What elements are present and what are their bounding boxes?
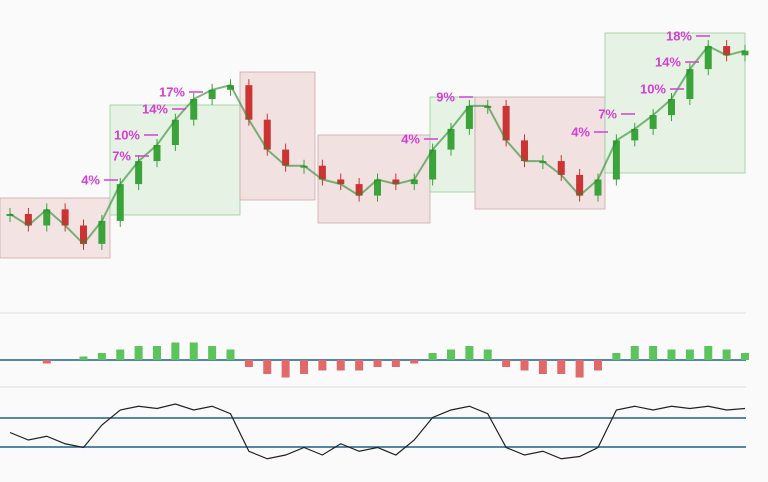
annotation: 17% bbox=[159, 84, 185, 99]
macd-bar bbox=[685, 349, 694, 360]
macd-bar bbox=[263, 360, 272, 374]
annotation: 4% bbox=[571, 124, 590, 139]
candle bbox=[392, 179, 400, 185]
macd-bar bbox=[373, 360, 382, 367]
box bbox=[0, 197, 111, 259]
annotation: 14% bbox=[655, 54, 681, 69]
macd-bar bbox=[42, 360, 51, 364]
candle bbox=[116, 184, 124, 221]
macd-bar bbox=[594, 360, 602, 371]
macd-bar bbox=[704, 346, 713, 360]
candle bbox=[631, 128, 639, 141]
annotation: 7% bbox=[112, 148, 131, 163]
candle bbox=[521, 140, 528, 162]
annotation: 7% bbox=[598, 106, 617, 121]
macd-bar bbox=[502, 360, 511, 367]
annotation: 14% bbox=[142, 101, 168, 116]
candle bbox=[557, 161, 565, 175]
box bbox=[239, 71, 316, 201]
annotation: 4% bbox=[81, 172, 100, 187]
macd-bar bbox=[79, 356, 88, 360]
candle bbox=[355, 184, 363, 196]
macd-bar bbox=[649, 346, 658, 360]
macd-bar bbox=[300, 360, 308, 374]
box bbox=[474, 96, 606, 210]
candle bbox=[447, 128, 455, 150]
candle bbox=[153, 145, 161, 162]
candle bbox=[61, 209, 69, 226]
macd-bar bbox=[226, 349, 235, 360]
macd-bar bbox=[410, 360, 419, 364]
annotation: 10% bbox=[640, 81, 666, 96]
candle bbox=[465, 105, 473, 129]
candle bbox=[24, 214, 32, 226]
stoch-line bbox=[9, 403, 746, 460]
macd-bar bbox=[722, 349, 731, 360]
macd-bar bbox=[557, 360, 566, 374]
macd-bar bbox=[447, 349, 455, 360]
candle bbox=[263, 119, 271, 150]
candle bbox=[741, 50, 749, 56]
annotation: 4% bbox=[401, 131, 420, 146]
candle bbox=[502, 105, 510, 141]
candle bbox=[80, 225, 87, 244]
macd-bar bbox=[483, 349, 492, 360]
candle bbox=[704, 46, 712, 70]
candle bbox=[686, 69, 694, 99]
macd-bar bbox=[667, 349, 676, 360]
macd-bar bbox=[153, 346, 161, 360]
macd-bar bbox=[465, 346, 474, 360]
annotation: 18% bbox=[666, 28, 692, 43]
candle bbox=[43, 209, 51, 226]
candle bbox=[190, 99, 198, 120]
macd-bar bbox=[97, 353, 106, 360]
candle bbox=[668, 99, 675, 116]
macd-bar bbox=[520, 360, 529, 371]
candle bbox=[135, 161, 143, 185]
annotation: 10% bbox=[114, 127, 140, 142]
candle bbox=[576, 174, 584, 196]
candle bbox=[318, 165, 326, 180]
macd-bar bbox=[244, 360, 253, 367]
candle bbox=[374, 179, 381, 196]
candle bbox=[171, 119, 179, 145]
candle bbox=[429, 149, 437, 180]
macd-bar bbox=[208, 346, 217, 360]
macd-bar bbox=[630, 346, 639, 360]
macd-bar bbox=[134, 346, 143, 360]
macd-bar bbox=[336, 360, 345, 371]
macd-bar bbox=[281, 360, 290, 378]
macd-bar bbox=[116, 349, 125, 360]
annotation: 9% bbox=[436, 89, 455, 104]
macd-bar bbox=[171, 342, 180, 360]
price-line bbox=[9, 44, 746, 246]
candle bbox=[245, 85, 253, 120]
candle bbox=[227, 85, 234, 90]
macd-bar bbox=[612, 353, 621, 360]
macd-bar bbox=[741, 353, 749, 360]
macd-bar bbox=[538, 360, 547, 374]
macd-bar bbox=[391, 360, 400, 367]
candle bbox=[612, 140, 620, 180]
box bbox=[317, 134, 431, 224]
candle bbox=[410, 179, 418, 185]
macd-bar bbox=[575, 360, 584, 378]
candle bbox=[98, 220, 106, 244]
candle bbox=[723, 46, 731, 56]
macd-bar bbox=[355, 360, 364, 371]
candle bbox=[649, 115, 657, 129]
candle bbox=[594, 179, 602, 196]
macd-bar bbox=[189, 342, 198, 360]
candle bbox=[282, 149, 290, 166]
candle bbox=[208, 89, 216, 99]
macd-bar bbox=[318, 360, 327, 371]
candle bbox=[337, 179, 345, 185]
macd-bar bbox=[428, 353, 437, 360]
